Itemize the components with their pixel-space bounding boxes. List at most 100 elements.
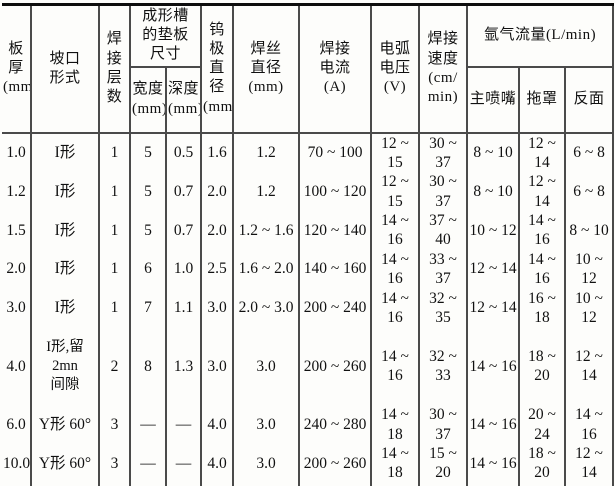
cell-weld-current: 200 ~ 260	[299, 444, 373, 483]
cell-backing-width: 5	[130, 172, 167, 211]
cell-backing-width: 5	[130, 211, 167, 250]
cell-weld-speed: 15 ~ 20	[419, 444, 469, 483]
cell-weld-layers: 1	[99, 211, 131, 250]
cell-weld-current: 220 ~ 260	[299, 482, 373, 486]
cell-arc-voltage: 14 ~ 16	[371, 249, 421, 289]
table-row: 3.0 I形 1 7 1.1 3.0 2.0 ~ 3.0 200 ~ 240 14 ~ 16 32…	[2, 288, 613, 328]
cell-arc-voltage: 14 ~ 16	[371, 288, 421, 328]
cell-trailing-shield: 18 ~ 20	[519, 327, 567, 406]
cell-wire-dia: 3.0	[233, 327, 301, 406]
cell-weld-layers: 2	[99, 327, 131, 406]
cell-weld-speed: 32 ~ 35	[419, 288, 469, 328]
cell-weld-speed: 33 ~ 37	[419, 249, 469, 289]
cell-wire-dia: 1.6 ~ 2.0	[233, 249, 301, 289]
cell-backing-width: 5	[130, 132, 167, 173]
header-wire-dia: 焊丝 直径 (mm)	[233, 4, 301, 134]
cell-weld-speed: 33 ~ 42	[419, 482, 469, 486]
cell-trailing-shield: 16 ~ 18	[519, 288, 567, 328]
cell-tungsten-dia: 3.0	[201, 288, 235, 328]
cell-backing-depth: 1.0	[166, 249, 203, 289]
cell-wire-dia: 3.0	[233, 405, 301, 444]
cell-arc-voltage: 14 ~ 16	[371, 327, 421, 406]
cell-weld-speed: 30 ~ 37	[419, 405, 469, 444]
cell-groove-form: I形	[31, 249, 100, 289]
cell-backing-width: —	[130, 482, 167, 486]
cell-weld-speed: 37 ~ 40	[419, 211, 469, 250]
cell-main-nozzle: 8 ~ 10	[467, 172, 521, 211]
cell-backing-depth: 1.3	[166, 327, 203, 406]
cell-weld-layers: 3	[99, 405, 131, 444]
cell-plate-thickness: 4.0	[2, 327, 32, 406]
header-weld-layers: 焊接 层数	[99, 4, 131, 134]
cell-trailing-shield: 12 ~ 14	[519, 132, 567, 173]
cell-main-nozzle: 12 ~ 14	[467, 288, 521, 328]
table-row: 10.0 Y形 60° 3— —4.0 3.0 200 ~ 260 14 ~ 18 15 ~ …	[2, 444, 613, 483]
cell-weld-speed: 30 ~ 37	[419, 172, 469, 211]
cell-weld-current: 240 ~ 280	[299, 405, 373, 444]
cell-plate-thickness: 1.2	[2, 172, 32, 211]
header-back-side: 反面	[565, 66, 614, 134]
cell-weld-speed: 32 ~ 33	[419, 327, 469, 406]
cell-weld-current: 200 ~ 260	[299, 327, 373, 406]
cell-backing-depth: —	[166, 444, 203, 483]
cell-back-side: 12 ~ 14	[575, 445, 603, 482]
header-groove-form: 坡口 形式	[31, 4, 100, 134]
header-backing-width: 宽度 (mm)	[130, 66, 167, 134]
cell-plate-thickness: 10.0	[2, 444, 32, 483]
cell-groove-form: I形	[31, 132, 100, 173]
cell-groove-form: Y形 60°	[31, 444, 100, 483]
cell-backing-width: 6	[130, 249, 167, 289]
table-header: 板厚 (mm) 坡口 形式 焊接 层数 成形槽 的垫板 尺寸 钨极 直径 (mm…	[2, 4, 614, 134]
header-weld-speed: 焊接 速度 (cm/ min)	[419, 4, 469, 134]
cell-arc-voltage: 12 ~ 15	[371, 132, 421, 173]
header-backing-depth: 深度 (mm)	[166, 66, 203, 134]
cell-tungsten-dia: 4.0	[201, 482, 235, 486]
cell-weld-speed: 30 ~ 37	[419, 132, 469, 173]
cell-arc-voltage: 14 ~ 16	[371, 211, 421, 250]
cell-weld-layers: 1	[99, 172, 131, 211]
cell-main-nozzle: 8 ~ 10	[467, 132, 521, 173]
cell-weld-current: 200 ~ 240	[299, 288, 373, 328]
cell-main-nozzle: 10 ~ 12	[467, 211, 521, 250]
cell-back-side: 10 ~ 12	[575, 289, 603, 326]
cell-groove-form: I形,留 2mn 间隙	[31, 327, 100, 406]
cell-main-nozzle: 14 ~ 16	[467, 444, 521, 483]
cell-wire-dia: 1.2 ~ 1.6	[233, 211, 301, 250]
cell-trailing-shield: 18 ~ 20	[519, 482, 567, 486]
cell-tungsten-dia: 2.5	[201, 249, 235, 289]
cell-wire-dia: 1.2	[233, 172, 301, 211]
cell-weld-layers: 4	[99, 482, 131, 486]
cell-tungsten-dia: 4.0	[201, 405, 235, 444]
cell-plate-thickness: 3.0	[2, 288, 32, 328]
cell-plate-thickness: 2.0	[2, 249, 32, 289]
cell-backing-width: —	[130, 444, 167, 483]
cell-weld-current: 100 ~ 120	[299, 172, 373, 211]
header-weld-current: 焊接 电流 (A)	[299, 4, 373, 134]
cell-weld-layers: 1	[99, 288, 131, 328]
cell-backing-depth: 1.1	[166, 288, 203, 328]
cell-weld-current: 70 ~ 100	[299, 132, 373, 173]
table-row: 4.0 I形,留 2mn 间隙 2 8 1.3 3.0 3.0 200 ~ 260 14 ~ 1…	[2, 327, 613, 406]
header-arc-voltage: 电弧 电压 (V)	[371, 4, 421, 134]
cell-tungsten-dia: 3.0	[201, 327, 235, 406]
table-row: 1.2 I形 1 5 0.7 2.0 1.2 100 ~ 120 12 ~ 15 30 ~ 37 8…	[2, 172, 613, 211]
cell-groove-form: I形	[31, 172, 100, 211]
cell-groove-form: 双 Y 形 60°	[31, 482, 100, 486]
cell-wire-dia: 1.2	[233, 132, 301, 173]
cell-back-side: 12 ~ 14	[575, 347, 603, 385]
cell-backing-depth: —	[166, 405, 203, 444]
cell-wire-dia: 3.0	[233, 482, 301, 486]
header-main-nozzle: 主喷嘴	[467, 66, 521, 134]
cell-back-side: 8 ~ 10	[569, 221, 609, 239]
cell-main-nozzle: 14 ~ 16	[467, 482, 521, 486]
header-argon-flow: 氩气流量(L/min)	[467, 4, 614, 68]
header-backing-groove: 成形槽 的垫板 尺寸	[130, 4, 203, 68]
cell-arc-voltage: 14 ~ 18	[371, 482, 421, 486]
header-plate-thickness: 板厚 (mm)	[2, 4, 32, 134]
cell-tungsten-dia: 4.0	[201, 444, 235, 483]
cell-plate-thickness: 6.0	[2, 405, 32, 444]
cell-wire-dia: 3.0	[233, 444, 301, 483]
cell-plate-thickness: 1.0	[2, 132, 32, 173]
cell-tungsten-dia: 2.0	[201, 172, 235, 211]
